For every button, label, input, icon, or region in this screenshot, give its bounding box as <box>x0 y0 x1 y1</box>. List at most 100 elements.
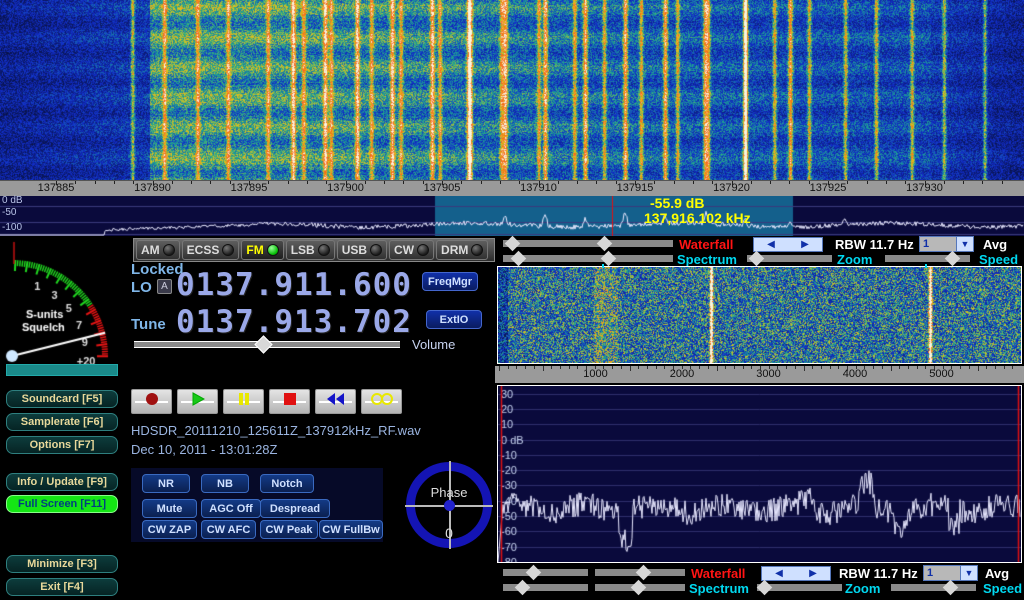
rx-spectrum-canvas[interactable] <box>498 386 1021 562</box>
rx-spectrum-brightness-knob[interactable] <box>630 579 647 596</box>
arrow-right-icon-bottom[interactable]: ▶ <box>809 568 817 579</box>
zoom-slider-track[interactable] <box>747 255 832 262</box>
af-scale-tick <box>812 366 814 369</box>
freq-manager-button[interactable]: FreqMgr <box>422 272 478 291</box>
sidebar-item-options[interactable]: Options [F7] <box>6 436 118 454</box>
spectrum-canvas[interactable] <box>0 196 1024 236</box>
af-scale-tick <box>707 366 709 369</box>
af-scale-label: 1000 <box>583 368 608 380</box>
waterfall-label: Waterfall <box>679 237 734 252</box>
spectrum-contrast-knob[interactable] <box>510 250 527 267</box>
lo-frequency-display[interactable]: 0137.911.600 <box>176 267 412 303</box>
transport-controls[interactable] <box>131 389 402 414</box>
avg-combo[interactable]: 1 ▼ <box>919 236 974 252</box>
mode-selector[interactable]: AM ECSS FM LSB USB CW DRM <box>133 238 495 262</box>
zoom-slider-knob[interactable] <box>748 250 765 267</box>
sidebar-item-samplerate[interactable]: Samplerate [F6] <box>6 413 118 431</box>
rx-zoom-slider-track[interactable] <box>757 584 842 591</box>
main-waterfall-display[interactable] <box>0 0 1024 180</box>
waterfall-step-arrows[interactable]: ◀ ▶ <box>753 237 823 252</box>
locked-label: Locked <box>131 261 184 278</box>
rx-spectrum-contrast-track[interactable] <box>503 584 588 591</box>
spectrum-brightness-track[interactable] <box>583 255 673 262</box>
cw-afc-button[interactable]: CW AFC <box>201 520 256 539</box>
af-scale-label: 2000 <box>669 368 695 380</box>
rx-waterfall-display[interactable] <box>497 266 1022 364</box>
waterfall-brightness-knob[interactable] <box>596 235 613 252</box>
agc-button[interactable]: AGC Off <box>201 499 261 518</box>
af-scale-tick <box>847 366 848 371</box>
rx-waterfall-brightness-knob[interactable] <box>635 564 652 581</box>
notch-button[interactable]: Notch <box>260 474 314 493</box>
speed-slider-knob[interactable] <box>944 250 961 267</box>
pause-button[interactable] <box>223 389 264 414</box>
mode-button-am[interactable]: AM <box>136 240 180 260</box>
mode-button-usb[interactable]: USB <box>336 240 388 260</box>
af-scale-tick <box>760 366 761 371</box>
mode-button-lsb[interactable]: LSB <box>285 240 335 260</box>
rx-spectrum-contrast-knob[interactable] <box>514 579 531 596</box>
waterfall-brightness-track[interactable] <box>583 240 673 247</box>
mode-button-drm[interactable]: DRM <box>436 240 489 260</box>
audio-frequency-scale[interactable]: 1000 2000 3000 4000 5000 <box>495 366 1024 383</box>
rf-scale-minor-tick <box>596 181 598 184</box>
rx-waterfall-contrast-track[interactable] <box>503 569 588 576</box>
arrow-left-icon[interactable]: ◀ <box>767 239 775 250</box>
led-icon-ecss <box>222 244 235 256</box>
play-button[interactable] <box>177 389 218 414</box>
rf-scale-minor-tick <box>654 181 656 184</box>
mode-button-fm[interactable]: FM <box>241 240 284 260</box>
stop-button[interactable] <box>269 389 310 414</box>
tune-frequency-display[interactable]: 0137.913.702 <box>176 304 412 340</box>
sidebar-item-soundcard[interactable]: Soundcard [F5] <box>6 390 118 408</box>
rf-scale-tick <box>924 181 926 185</box>
despread-button[interactable]: Despread <box>260 499 330 518</box>
loop-button[interactable] <box>361 389 402 414</box>
rewind-button[interactable] <box>315 389 356 414</box>
mute-button[interactable]: Mute <box>142 499 197 518</box>
record-button[interactable] <box>131 389 172 414</box>
rf-frequency-scale[interactable]: 137885 137890 137895 137900 137905 137910 1379… <box>0 180 1024 196</box>
af-scale-tick <box>673 366 674 371</box>
lo-label: LO <box>131 279 152 296</box>
rx-waterfall-step-arrows[interactable]: ◀ ▶ <box>761 566 831 581</box>
extio-button[interactable]: ExtIO <box>426 310 482 329</box>
arrow-right-icon[interactable]: ▶ <box>801 239 809 250</box>
sidebar-item-exit[interactable]: Exit [F4] <box>6 578 118 596</box>
cursor-freq-readout: 137,916.102 kHz <box>644 210 751 226</box>
waterfall-contrast-track[interactable] <box>503 240 588 247</box>
rx-avg-combo[interactable]: 1 ▼ <box>923 565 978 581</box>
waterfall-contrast-knob[interactable] <box>504 235 521 252</box>
rf-scale-label: 137890 <box>134 182 171 194</box>
mode-button-ecss[interactable]: ECSS <box>181 240 240 260</box>
rx-zoom-slider-knob[interactable] <box>756 579 773 596</box>
lo-auto-toggle[interactable]: A <box>157 279 172 294</box>
rf-scale-minor-tick <box>750 181 752 184</box>
cw-fullbw-button[interactable]: CW FullBw <box>319 520 383 539</box>
spectrum-contrast-track[interactable] <box>503 255 588 262</box>
rx-waterfall-canvas[interactable] <box>498 267 1021 363</box>
chevron-down-icon-bottom[interactable]: ▼ <box>960 566 977 580</box>
sidebar-item-minimize[interactable]: Minimize [F3] <box>6 555 118 573</box>
af-scale-tick <box>516 366 518 369</box>
cw-zap-button[interactable]: CW ZAP <box>142 520 197 539</box>
chevron-down-icon[interactable]: ▼ <box>956 237 973 251</box>
af-scale-tick <box>629 366 631 371</box>
sidebar-item-info-update[interactable]: Info / Update [F9] <box>6 473 118 491</box>
squelch-slider[interactable] <box>6 364 118 376</box>
nb-button[interactable]: NB <box>201 474 249 493</box>
rx-waterfall-contrast-knob[interactable] <box>525 564 542 581</box>
sidebar-item-full-screen[interactable]: Full Screen [F11] <box>6 495 118 513</box>
waterfall-canvas[interactable] <box>0 0 1024 180</box>
main-spectrum-display[interactable]: 0 dB -50 -100 -55.9 dB 137,916.102 kHz <box>0 195 1024 236</box>
arrow-left-icon-bottom[interactable]: ◀ <box>775 568 783 579</box>
rx-speed-slider-knob[interactable] <box>942 579 959 596</box>
rf-scale-label: 137915 <box>616 182 654 194</box>
pause-icon <box>237 392 251 411</box>
rx-spectrum-display[interactable] <box>497 385 1022 563</box>
cw-peak-button[interactable]: CW Peak <box>260 520 318 539</box>
speed-slider-track[interactable] <box>885 255 970 262</box>
nr-button[interactable]: NR <box>142 474 190 493</box>
rx-speed-slider-track[interactable] <box>891 584 976 591</box>
mode-button-cw[interactable]: CW <box>389 240 435 260</box>
